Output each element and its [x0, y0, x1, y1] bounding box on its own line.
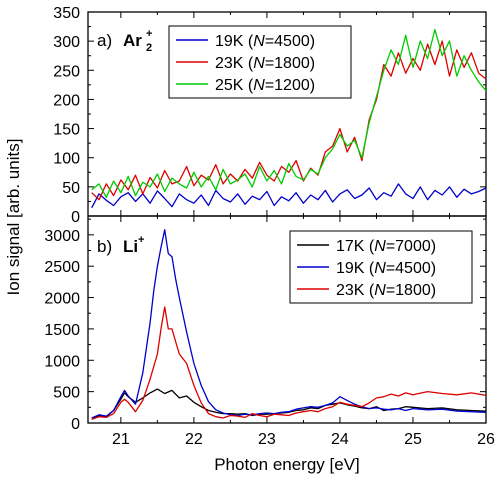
legend-text-part: 17K ( — [336, 238, 375, 255]
panel-b-ion-superscript: + — [138, 234, 144, 246]
x-tick-label: 25 — [404, 431, 422, 448]
legend-text-part: =7000) — [386, 238, 436, 255]
y-axis-title: Ion signal [arb. units] — [4, 139, 23, 296]
panel-b-label: b) Li + — [97, 234, 144, 256]
panel-a-legend-label-25k: 25K (N=1200) — [215, 77, 315, 94]
x-tick-labels: 21 22 23 24 25 26 — [112, 431, 495, 448]
legend-text-part: 19K ( — [215, 33, 254, 50]
panel-a-y-tick-label: 250 — [53, 63, 80, 80]
panel-a-series-line-1 — [91, 40, 487, 201]
legend-text-part: 23K ( — [215, 55, 254, 72]
x-tick-label: 24 — [331, 431, 349, 448]
legend-text-part: =4500) — [265, 33, 315, 50]
x-tick-label: 21 — [112, 431, 130, 448]
panel-b-y-tick-labels: 0 500 1000 1500 2000 2500 3000 — [44, 228, 80, 433]
panel-a-y-tick-label: 0 — [71, 209, 80, 226]
panel-b-legend-label-17k: 17K (N=7000) — [336, 238, 436, 255]
panel-b-series — [91, 229, 487, 420]
panel-b-legend-label-23k: 23K (N=1800) — [336, 282, 436, 299]
legend-text-part: 25K ( — [215, 77, 254, 94]
legend-text-part: 19K ( — [336, 260, 375, 277]
legend-text-part: N — [253, 33, 265, 50]
panel-b-y-tick-label: 2000 — [44, 291, 80, 308]
panel-a-y-tick-label: 150 — [53, 122, 80, 139]
panel-a-legend-label-19k: 19K (N=4500) — [215, 33, 315, 50]
panel-a-y-tick-label: 100 — [53, 151, 80, 168]
panel-b-ion-name: Li — [123, 237, 138, 256]
legend-text-part: =4500) — [386, 260, 436, 277]
panel-b-li-plus: 0 500 1000 1500 2000 2500 3000 21 22 23 24 25 26 b)… — [44, 215, 495, 448]
panel-a-legend: 19K (N=4500) 23K (N=1800) 25K (N=1200) — [168, 25, 352, 99]
legend-text-part: 23K ( — [336, 282, 375, 299]
panel-a-letter: a) — [97, 31, 112, 50]
legend-text-part: N — [374, 238, 386, 255]
panel-b-y-tick-label: 3000 — [44, 228, 80, 245]
panel-b-series-line-1 — [91, 229, 487, 419]
x-axis-title: Photon energy [eV] — [214, 455, 360, 474]
panel-a-y-tick-label: 350 — [53, 5, 80, 22]
panel-b-y-tick-label: 500 — [53, 385, 80, 402]
panel-b-legend-label-19k: 19K (N=4500) — [336, 260, 436, 277]
panel-b-y-tick-label: 0 — [71, 416, 80, 433]
panel-a-y-tick-label: 50 — [62, 180, 80, 197]
panel-b-legend: 17K (N=7000) 19K (N=4500) 23K (N=1800) — [289, 230, 473, 304]
panel-a-ion-superscript: + — [146, 28, 152, 40]
panel-b-y-tick-label: 2500 — [44, 259, 80, 276]
legend-text-part: N — [374, 282, 386, 299]
legend-text-part: =1800) — [386, 282, 436, 299]
panel-a-y-tick-label: 300 — [53, 34, 80, 51]
panel-a-label: a) Ar 2 + — [97, 28, 152, 54]
panel-a-series-line-2 — [91, 28, 487, 198]
panel-a-y-tick-label: 200 — [53, 92, 80, 109]
legend-text-part: N — [253, 55, 265, 72]
panel-a-ion-subscript: 2 — [146, 42, 152, 54]
panel-a-legend-label-23k: 23K (N=1800) — [215, 55, 315, 72]
panel-a-series — [91, 28, 487, 209]
x-tick-label: 26 — [477, 431, 495, 448]
x-tick-label: 23 — [258, 431, 276, 448]
panel-b-frame — [87, 215, 487, 424]
x-tick-label: 22 — [185, 431, 203, 448]
legend-text-part: =1200) — [265, 77, 315, 94]
legend-text-part: N — [253, 77, 265, 94]
panel-b-ticks — [88, 216, 487, 424]
panel-b-series-line-2 — [91, 306, 487, 420]
panel-a-series-line-0 — [91, 183, 487, 209]
panel-b-letter: b) — [97, 237, 112, 256]
panel-b-y-tick-label: 1000 — [44, 353, 80, 370]
legend-text-part: N — [374, 260, 386, 277]
panel-b-series-line-0 — [91, 388, 487, 420]
legend-text-part: =1800) — [265, 55, 315, 72]
panel-b-y-tick-label: 1500 — [44, 322, 80, 339]
panel-a-y-tick-labels: 0 50 100 150 200 250 300 350 — [53, 5, 80, 226]
panel-a-ion-name: Ar — [123, 31, 142, 50]
